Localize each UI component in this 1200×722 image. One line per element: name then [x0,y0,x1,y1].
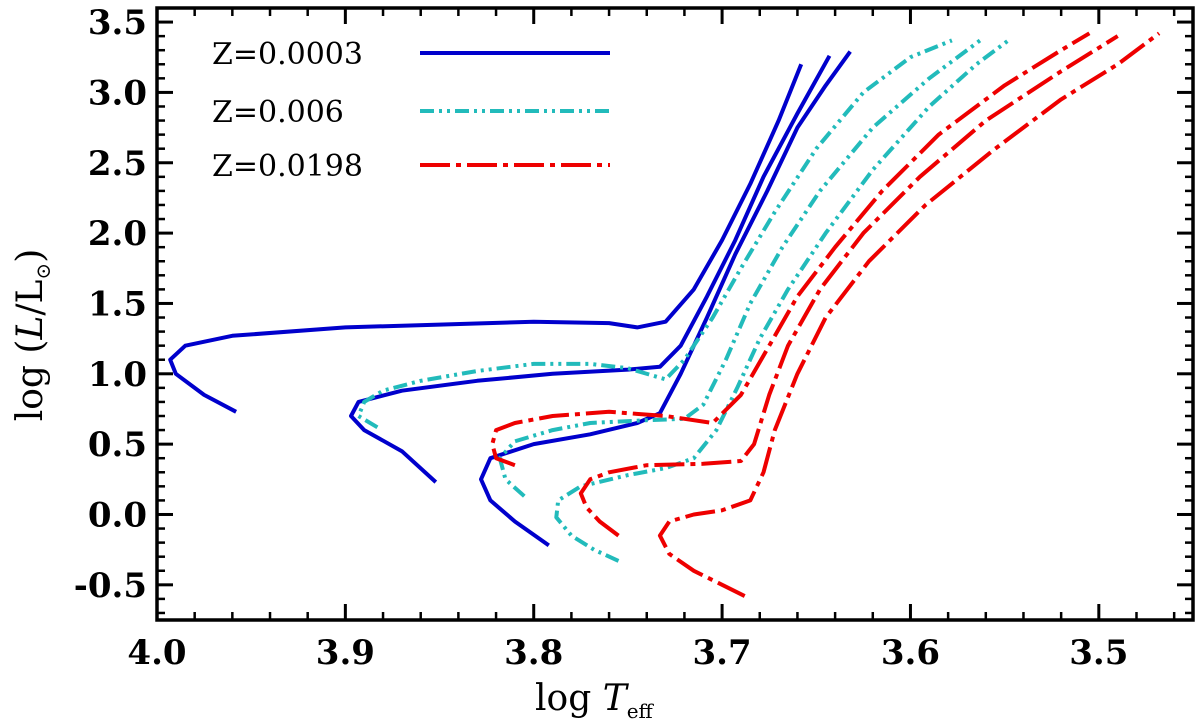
series-line-9 [657,31,1161,598]
y-tick-label: 0.5 [88,425,147,465]
legend-label-2: Z=0.006 [212,95,344,130]
legend: Z=0.0003 Z=0.006 Z=0.0198 [212,37,610,184]
x-tick-label: 3.5 [1069,633,1128,673]
x-axis-label: log Teff [535,678,655,722]
y-tick-label: 2.0 [88,214,147,254]
series-layer [168,31,1161,598]
y-tick-label: 3.0 [88,73,147,113]
tick-layer [155,6,1193,620]
legend-label-1: Z=0.0003 [212,37,363,72]
y-tick-label: 1.5 [88,284,147,324]
series-line-8 [578,34,1119,538]
y-tick-label: 1.0 [88,355,147,395]
y-tick-label: 0.0 [88,495,147,535]
series-line-2 [349,54,832,484]
x-tick-label: 3.7 [693,633,752,673]
series-line-1 [168,63,804,414]
x-tick-label: 4.0 [127,633,186,673]
y-tick-label: 2.5 [88,144,147,184]
legend-label-3: Z=0.0198 [212,149,363,184]
series-line-4 [356,38,953,430]
x-tick-label: 3.6 [881,633,940,673]
x-tick-label: 3.9 [316,633,375,673]
x-tick-label: 3.8 [504,633,563,673]
tick-label-layer: 4.0 3.9 3.8 3.7 3.6 3.5 -0.5 0.0 0.5 1.0 1.5 2.0 2.5… [74,3,1129,673]
series-line-6 [554,38,1010,563]
y-axis-label: log (L/L⊙) [10,249,55,422]
series-line-3 [479,50,852,548]
y-tick-label: 3.5 [88,3,147,43]
series-line-7 [490,31,1091,468]
y-tick-label: -0.5 [74,566,147,606]
series-line-5 [497,38,982,498]
plot-frame [155,6,1195,622]
